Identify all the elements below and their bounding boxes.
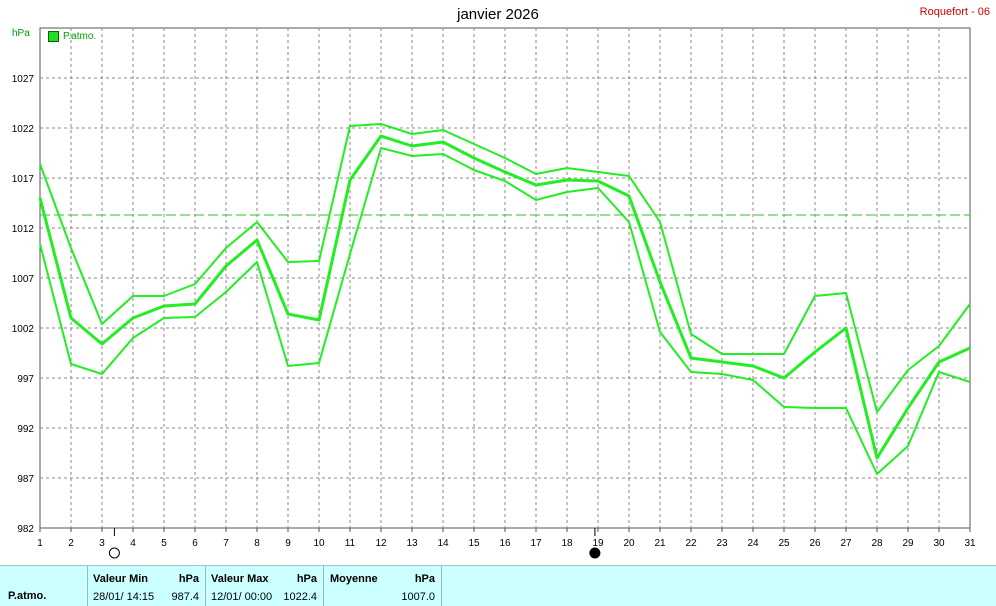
- avg-unit: hPa: [414, 573, 435, 585]
- x-tick-label: 3: [99, 538, 105, 549]
- series-line-max: [39, 123, 971, 413]
- y-tick-label: 1002: [12, 324, 35, 335]
- x-tick-label: 27: [840, 538, 852, 549]
- y-tick-label: 987: [17, 474, 34, 485]
- x-tick-label: 16: [499, 538, 511, 549]
- x-tick-label: 18: [561, 538, 573, 549]
- footer-max-cell: Valeur Max hPa 12/01/ 00:00 1022.4: [205, 566, 324, 606]
- x-tick-label: 9: [285, 538, 291, 549]
- summary-footer: P.atmo. Valeur Min hPa 28/01/ 14:15 987.…: [0, 565, 996, 606]
- x-tick-label: 20: [623, 538, 635, 549]
- legend-swatch: [48, 31, 59, 42]
- y-tick-label: 1012: [12, 224, 35, 235]
- x-tick-label: 1: [37, 538, 43, 549]
- x-tick-label: 15: [468, 538, 480, 549]
- legend: P.atmo.: [48, 31, 96, 42]
- x-tick-label: 30: [933, 538, 945, 549]
- x-tick-label: 2: [68, 538, 74, 549]
- y-tick-label: 1022: [12, 124, 35, 135]
- x-tick-label: 4: [130, 538, 136, 549]
- x-tick-label: 14: [437, 538, 449, 549]
- x-tick-label: 24: [747, 538, 759, 549]
- footer-row-label: P.atmo.: [8, 590, 47, 602]
- min-unit: hPa: [178, 573, 199, 585]
- max-unit: hPa: [296, 573, 317, 585]
- x-tick-label: 31: [964, 538, 976, 549]
- y-axis-unit: hPa: [12, 28, 30, 39]
- x-tick-label: 17: [530, 538, 542, 549]
- moon-full-marker: [108, 547, 120, 559]
- x-tick-label: 21: [654, 538, 666, 549]
- x-tick-label: 13: [406, 538, 418, 549]
- min-date: 28/01/ 14:15: [93, 591, 155, 603]
- x-tick-label: 19: [592, 538, 604, 549]
- max-date: 12/01/ 00:00: [211, 591, 273, 603]
- x-tick-label: 8: [254, 538, 260, 549]
- station-name: Roquefort - 06: [919, 6, 990, 18]
- y-tick-label: 982: [17, 524, 34, 535]
- y-tick-label: 1017: [12, 174, 35, 185]
- x-tick-label: 26: [809, 538, 821, 549]
- x-tick-label: 5: [161, 538, 167, 549]
- x-tick-label: 12: [375, 538, 387, 549]
- x-tick-label: 28: [871, 538, 883, 549]
- x-tick-label: 6: [192, 538, 198, 549]
- avg-value: 1007.0: [401, 591, 435, 603]
- legend-label: P.atmo.: [63, 31, 97, 42]
- moon-new-marker: [589, 547, 601, 559]
- series-line-moy: [38, 134, 971, 460]
- x-tick-label: 11: [345, 538, 356, 549]
- min-value: 987.4: [171, 591, 199, 603]
- x-tick-label: 22: [685, 538, 697, 549]
- x-tick-label: 25: [778, 538, 790, 549]
- min-title: Valeur Min: [93, 573, 149, 585]
- footer-avg-cell: Moyenne hPa 1007.0: [323, 566, 442, 606]
- y-tick-label: 1027: [12, 74, 35, 85]
- y-tick-label: 997: [17, 374, 34, 385]
- max-title: Valeur Max: [211, 573, 269, 585]
- x-tick-label: 7: [223, 538, 229, 549]
- footer-min-cell: Valeur Min hPa 28/01/ 14:15 987.4: [87, 566, 206, 606]
- y-tick-label: 992: [17, 424, 34, 435]
- max-value: 1022.4: [283, 591, 317, 603]
- chart-title: janvier 2026: [457, 6, 539, 23]
- avg-title: Moyenne: [330, 573, 378, 585]
- x-tick-label: 23: [716, 538, 728, 549]
- series-line-min: [39, 147, 971, 475]
- x-tick-label: 29: [902, 538, 914, 549]
- y-tick-label: 1007: [12, 274, 35, 285]
- x-tick-label: 10: [313, 538, 325, 549]
- footer-label-cell: P.atmo.: [0, 566, 88, 606]
